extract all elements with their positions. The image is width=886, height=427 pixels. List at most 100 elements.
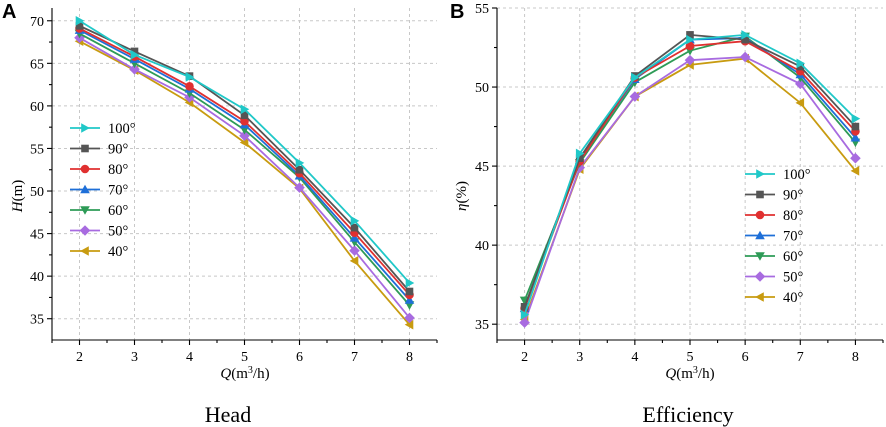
legend-label: 40° xyxy=(783,290,804,306)
y-tick-label: 55 xyxy=(30,142,44,157)
data-point xyxy=(295,165,304,174)
data-point xyxy=(404,319,414,330)
y-tick-label: 55 xyxy=(475,2,489,17)
legend-label: 60° xyxy=(783,249,804,265)
data-point xyxy=(795,98,805,108)
data-point xyxy=(404,312,415,324)
data-point xyxy=(850,132,861,142)
y-tick-label: 45 xyxy=(475,160,489,175)
data-point xyxy=(240,111,249,120)
y-tick-label: 35 xyxy=(475,318,489,333)
legend-marker xyxy=(81,144,89,153)
data-point xyxy=(349,256,359,266)
x-tick-label: 5 xyxy=(687,350,694,365)
data-point xyxy=(349,233,360,242)
data-point xyxy=(850,152,861,164)
legend-marker xyxy=(756,169,765,179)
caption-efficiency: Efficiency xyxy=(642,402,733,427)
x-tick-label: 2 xyxy=(521,350,528,365)
x-axis-title-b: Q(m3/h) xyxy=(665,365,714,383)
legend-marker xyxy=(80,206,90,215)
legend-marker xyxy=(756,190,764,199)
y-axis-title-b: η(%) xyxy=(454,181,470,211)
data-point xyxy=(741,35,749,44)
x-tick-label: 2 xyxy=(76,350,83,365)
data-point xyxy=(129,63,140,75)
data-point xyxy=(130,50,140,60)
legend-marker xyxy=(80,246,89,256)
y-tick-label: 65 xyxy=(30,57,44,72)
data-point xyxy=(850,166,860,176)
data-point xyxy=(350,216,360,226)
data-point xyxy=(185,82,194,91)
legend-label: 50° xyxy=(783,270,804,286)
x-axis-title-a: Q(m3/h) xyxy=(220,365,269,383)
x-tick-label: 7 xyxy=(351,350,358,365)
legend-marker xyxy=(755,252,765,261)
legend-label: 80° xyxy=(108,162,129,178)
x-tick-label: 3 xyxy=(576,350,583,365)
legend-b: 100° 90° 80° 70° 60° 50° 40° xyxy=(745,167,811,306)
data-point xyxy=(575,148,585,159)
legend-marker xyxy=(754,271,766,282)
data-point xyxy=(851,113,861,124)
x-tick-label: 7 xyxy=(797,350,804,365)
panel-letter-a: A xyxy=(2,1,16,23)
legend-label: 70° xyxy=(783,229,804,245)
legend-marker xyxy=(80,184,90,194)
data-point xyxy=(575,154,584,162)
legend-label: 70° xyxy=(108,183,129,199)
x-tick-label: 8 xyxy=(852,350,859,365)
y-axis-title-a: H(m) xyxy=(10,180,26,214)
data-point xyxy=(520,309,530,320)
y-tick-label: 45 xyxy=(30,228,44,243)
data-point xyxy=(240,104,250,115)
legend-label: 100° xyxy=(783,167,811,183)
data-point xyxy=(796,62,805,71)
legend-label: 50° xyxy=(108,224,129,240)
y-tick-label: 70 xyxy=(30,15,44,30)
y-tick-label: 50 xyxy=(30,185,44,200)
data-point xyxy=(519,317,530,328)
x-tick-label: 6 xyxy=(296,350,303,365)
data-point xyxy=(240,116,249,126)
data-point xyxy=(239,137,249,148)
y-tick-label: 60 xyxy=(30,100,44,115)
panel-letter-b: B xyxy=(450,1,464,23)
legend-marker xyxy=(79,225,91,236)
legend-label: 80° xyxy=(783,208,804,224)
x-tick-label: 4 xyxy=(186,350,193,365)
legend-marker xyxy=(755,230,765,240)
y-tick-label: 35 xyxy=(30,313,44,328)
data-point xyxy=(295,158,305,168)
series-b xyxy=(519,30,861,328)
legend-a: 100° 90° 80° 70° 60° 50° 40° xyxy=(70,121,136,260)
x-tick-label: 5 xyxy=(241,350,248,365)
y-tick-label: 50 xyxy=(475,81,489,96)
data-point xyxy=(349,245,360,256)
legend-label: 100° xyxy=(108,121,136,137)
data-point xyxy=(294,182,305,193)
data-point xyxy=(405,287,414,296)
legend-label: 90° xyxy=(108,142,129,158)
data-point xyxy=(405,278,415,288)
legend-label: 60° xyxy=(108,203,129,219)
x-tick-label: 8 xyxy=(406,350,413,365)
legend-marker xyxy=(755,210,765,220)
data-point xyxy=(686,34,695,45)
data-point xyxy=(404,295,415,304)
data-point xyxy=(75,15,85,26)
data-point xyxy=(741,30,750,40)
data-point xyxy=(520,303,529,311)
data-point xyxy=(629,91,641,102)
data-point xyxy=(130,47,139,56)
data-point xyxy=(185,72,195,82)
data-point xyxy=(685,41,695,51)
legend-label: 40° xyxy=(108,244,129,260)
legend-marker xyxy=(81,123,90,133)
